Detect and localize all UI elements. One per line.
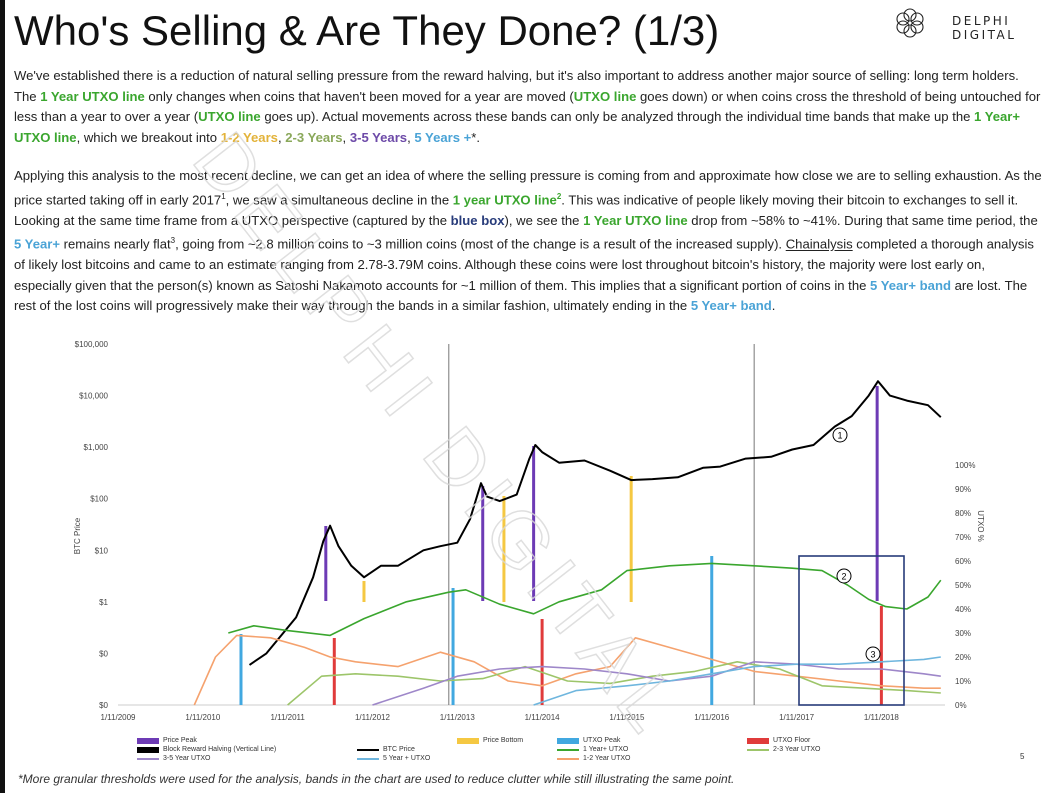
legend-swatch: [747, 748, 769, 751]
x-tick-label: 1/11/2015: [609, 713, 645, 722]
legend-swatch: [357, 757, 379, 760]
series-line: [533, 656, 941, 706]
utxo-price-chart: $100,000 $10,000 $1,000 $100 $10 $1 $0 $0 100% 90…: [73, 340, 985, 722]
legend-item: Price Bottom: [457, 736, 523, 745]
legend-item: 5 Year + UTXO: [357, 754, 430, 763]
x-tick-label: 1/11/2011: [270, 713, 305, 722]
page-number: 5: [1020, 752, 1025, 761]
x-tick-label: 1/11/2014: [525, 713, 561, 722]
legend-item: 2-3 Year UTXO: [747, 745, 820, 754]
legend-item: UTXO Floor: [747, 736, 810, 745]
annotation-circle: [865, 646, 881, 662]
legend-label: 5 Year + UTXO: [383, 755, 431, 762]
chainalysis-link[interactable]: Chainalysis: [785, 236, 853, 252]
y-right-tick-label: 80%: [955, 509, 971, 518]
legend-item: 3-5 Year UTXO: [137, 754, 210, 763]
legend-swatch: [557, 757, 579, 760]
x-tick-label: 1/11/2017: [779, 713, 815, 722]
y-left-tick-label: $1: [99, 598, 108, 607]
legend-label: Price Peak: [163, 737, 197, 744]
annotation-label: 1: [837, 431, 842, 441]
y-left-tick-label: $10,000: [79, 392, 108, 401]
footnote: *More granular thresholds were used for …: [18, 772, 735, 786]
y-left-tick-label: $0: [99, 649, 108, 658]
y-right-axis-title: UTXO %: [976, 510, 985, 542]
y-right-tick-label: 0%: [955, 701, 967, 710]
annotation-label: 2: [841, 572, 846, 582]
intro-paragraph: We've established there is a reduction o…: [14, 68, 1041, 145]
delphi-logo-icon: [896, 8, 924, 38]
annotation-circle: [836, 568, 852, 584]
legend-item: BTC Price: [357, 745, 415, 754]
series-line: [248, 380, 942, 666]
legend-swatch: [137, 757, 159, 760]
y-left-tick-label: $10: [95, 546, 109, 555]
legend-label: UTXO Peak: [583, 737, 621, 744]
x-tick-label: 1/11/2012: [355, 713, 391, 722]
series-line: [287, 660, 941, 706]
annotation-label: 3: [870, 650, 875, 660]
legend-label: Block Reward Halving (Vertical Line): [163, 746, 277, 753]
highlight-box: [798, 555, 905, 706]
legend-swatch: [557, 737, 579, 744]
y-right-tick-label: 100%: [955, 461, 975, 470]
page-title: Who's Selling & Are They Done? (1/3): [14, 7, 720, 54]
legend-label: Price Bottom: [483, 737, 524, 744]
x-tick-label: 1/11/2016: [694, 713, 730, 722]
legend-label: 1 Year+ UTXO: [583, 746, 629, 753]
y-left-tick-label: $1,000: [84, 443, 109, 452]
left-accent-bar: [0, 0, 5, 793]
chart-legend: Price Peak Price Bottom UTXO Peak UTXO Floo…: [137, 736, 957, 768]
legend-item: Price Peak: [137, 736, 197, 745]
legend-swatch: [457, 737, 479, 744]
legend-item: UTXO Peak: [557, 736, 620, 745]
y-right-tick-label: 90%: [955, 485, 971, 494]
y-right-tick-label: 40%: [955, 605, 971, 614]
y-left-tick-label: $0: [99, 701, 108, 710]
legend-swatch: [557, 748, 579, 751]
y-right-tick-label: 60%: [955, 557, 971, 566]
y-right-tick-label: 30%: [955, 629, 971, 638]
analysis-paragraph: Applying this analysis to the most recen…: [14, 168, 1042, 314]
legend-swatch: [137, 746, 159, 753]
x-tick-label: 1/11/2010: [185, 713, 221, 722]
series-line: [193, 634, 941, 706]
y-right-tick-label: 10%: [955, 677, 971, 686]
y-left-axis-title: BTC Price: [73, 517, 82, 554]
legend-swatch: [747, 737, 769, 744]
x-tick-label: 1/11/2018: [864, 713, 900, 722]
legend-item: Block Reward Halving (Vertical Line): [137, 745, 276, 754]
y-right-tick-label: 20%: [955, 653, 971, 662]
legend-label: 2-3 Year UTXO: [773, 746, 821, 753]
y-left-tick-label: $100: [90, 495, 108, 504]
y-left-tick-label: $100,000: [75, 340, 109, 349]
x-tick-label: 1/11/2009: [101, 713, 137, 722]
legend-swatch: [137, 737, 159, 744]
legend-item: 1-2 Year UTXO: [557, 754, 630, 763]
x-tick-label: 1/11/2013: [440, 713, 476, 722]
y-right-tick-label: 50%: [955, 581, 971, 590]
legend-item: 1 Year+ UTXO: [557, 745, 628, 754]
annotation-circle: [832, 427, 848, 443]
legend-label: 1-2 Year UTXO: [583, 755, 631, 762]
legend-swatch: [357, 748, 379, 751]
legend-label: 3-5 Year UTXO: [163, 755, 211, 762]
legend-label: BTC Price: [383, 746, 415, 753]
y-right-tick-label: 70%: [955, 533, 971, 542]
legend-label: UTXO Floor: [773, 737, 811, 744]
brand-name: DELPHI DIGITAL: [952, 14, 1017, 42]
series-line: [228, 562, 942, 637]
